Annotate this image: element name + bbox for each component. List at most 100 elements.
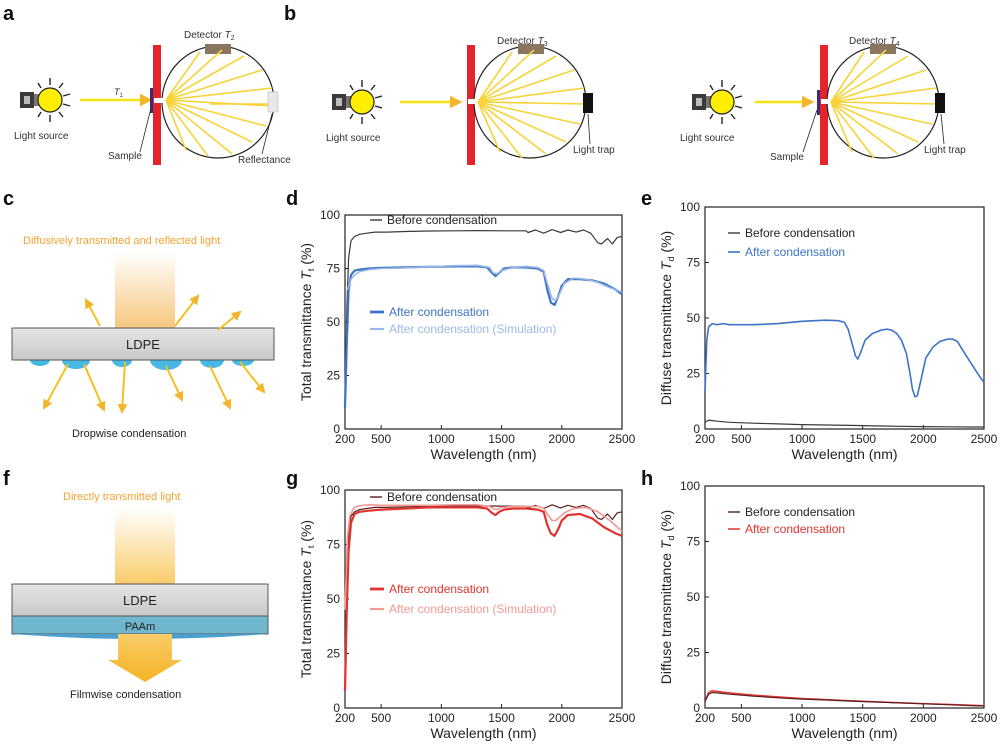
y-tick-label: 75	[327, 538, 341, 552]
x-tick-label: 2000	[548, 432, 575, 446]
y-tick-label: 25	[687, 646, 701, 660]
sample-plate	[817, 90, 820, 115]
y-axis-label: Diffuse transmittance Td (%)	[658, 231, 676, 405]
diffuse-arrows	[43, 294, 266, 414]
series-line	[344, 229, 623, 408]
series-line	[343, 506, 623, 691]
x-axis-label: Wavelength (nm)	[791, 446, 897, 462]
y-tick-label: 0	[333, 422, 340, 436]
y-axis-label: Total transmittance Tt (%)	[298, 243, 316, 401]
x-axis-label: Wavelength (nm)	[791, 725, 897, 741]
x-axis-label: Wavelength (nm)	[430, 446, 536, 462]
y-tick-label: 100	[320, 208, 340, 222]
paam-label: PAAm	[125, 621, 155, 633]
series-line	[704, 419, 984, 428]
x-tick-label: 500	[371, 432, 391, 446]
x-tick-label: 1000	[428, 711, 455, 725]
sample-plate	[150, 88, 153, 113]
y-tick-label: 75	[687, 535, 701, 549]
light-source-label-a: Light source	[14, 131, 69, 142]
y-tick-label: 100	[680, 200, 700, 214]
panel-letter-d: d	[286, 188, 298, 210]
x-tick-label: 500	[731, 432, 751, 446]
light-source-label-b1: Light source	[326, 133, 381, 144]
sample-label-a: Sample	[108, 151, 142, 162]
light-bulb-icon	[332, 80, 383, 124]
light-trap-box	[583, 93, 593, 113]
transmitted-light-arrow	[108, 634, 182, 682]
scattered-rays	[477, 49, 587, 159]
y-tick-label: 25	[687, 367, 701, 381]
y-tick-label: 75	[327, 262, 341, 276]
light-trap-box	[935, 93, 945, 113]
x-axis-label: Wavelength (nm)	[430, 725, 536, 741]
detector-box	[205, 44, 231, 54]
integrating-sphere	[161, 45, 275, 159]
x-tick-label: 2500	[971, 711, 998, 725]
x-tick-label: 2500	[609, 711, 636, 725]
panel-letter-e: e	[641, 188, 652, 210]
x-tick-label: 2000	[548, 711, 575, 725]
chart-frame	[704, 485, 985, 709]
chart-e: 0 25 50 75 100 200 500 1000 1500 2000 2500 Waveleng…	[658, 200, 998, 462]
incident-light-beam	[115, 508, 175, 584]
y-tick-label: 50	[327, 315, 341, 329]
chart-frame	[344, 489, 623, 709]
entry-port	[154, 98, 164, 103]
incident-label: T1	[114, 87, 124, 99]
reflectance-label: Reflectance	[238, 155, 291, 166]
light-trap-label-b2: Light trap	[924, 145, 966, 156]
detector-label-b2: Detector T4	[849, 36, 900, 48]
detector-label-a: Detector T2	[184, 30, 235, 42]
entry-port	[468, 99, 478, 104]
sample-label-b2: Sample	[770, 152, 804, 163]
port-bar	[820, 45, 828, 165]
y-tick-label: 25	[327, 647, 341, 661]
entry-port	[821, 99, 831, 104]
panel-c-schematic: Diffusively transmitted and reflected li…	[11, 235, 275, 440]
legend-label: After condensation	[745, 522, 845, 536]
chart-frame	[704, 206, 985, 430]
x-tick-label: 1000	[789, 432, 816, 446]
ldpe-film	[11, 327, 275, 361]
series-line	[704, 691, 985, 707]
legend-label: Before condensation	[387, 490, 497, 504]
detector-box	[870, 44, 896, 54]
detector-box	[518, 44, 544, 54]
chart-d: 0 25 50 75 100 200 500 1000 1500 2000 2500 Waveleng…	[298, 208, 636, 462]
x-tick-label: 1000	[428, 432, 455, 446]
panel-letter-a: a	[3, 3, 15, 25]
light-bulb-icon	[692, 80, 743, 124]
y-tick-label: 50	[687, 590, 701, 604]
panel-letter-g: g	[286, 468, 298, 490]
ldpe-label-f: LDPE	[123, 593, 157, 608]
panel-a-schematic: T1 Detector T2 Light source Sample Refle…	[14, 30, 291, 166]
chart-g: 0 25 50 75 100 200 500 1000 1500 2000 2500 Waveleng…	[298, 483, 636, 741]
y-tick-label: 100	[320, 483, 340, 497]
x-tick-label: 1000	[789, 711, 816, 725]
legend-label: After condensation	[745, 245, 845, 259]
light-trap-label-b1: Light trap	[573, 145, 615, 156]
x-tick-label: 200	[335, 432, 355, 446]
legend-label: Before condensation	[745, 505, 855, 519]
reflectance-standard	[267, 91, 279, 113]
port-bar	[467, 45, 475, 165]
x-tick-label: 1500	[849, 432, 876, 446]
y-tick-label: 0	[693, 701, 700, 715]
x-tick-label: 1500	[488, 432, 515, 446]
panel-letter-b: b	[284, 3, 296, 25]
x-tick-label: 2000	[910, 432, 937, 446]
x-tick-label: 500	[371, 711, 391, 725]
incident-light-beam	[115, 252, 175, 328]
series-line	[343, 265, 623, 408]
series-line	[344, 503, 623, 610]
panel-letter-h: h	[641, 468, 653, 490]
x-tick-label: 200	[695, 432, 715, 446]
legend-label: Before condensation	[387, 213, 497, 227]
y-tick-label: 0	[693, 422, 700, 436]
y-tick-label: 25	[327, 369, 341, 383]
legend-label: After condensation (Simulation)	[389, 322, 556, 336]
detector-label-b1: Detector T3	[497, 36, 548, 48]
x-tick-label: 1500	[488, 711, 515, 725]
ldpe-film	[11, 583, 269, 617]
